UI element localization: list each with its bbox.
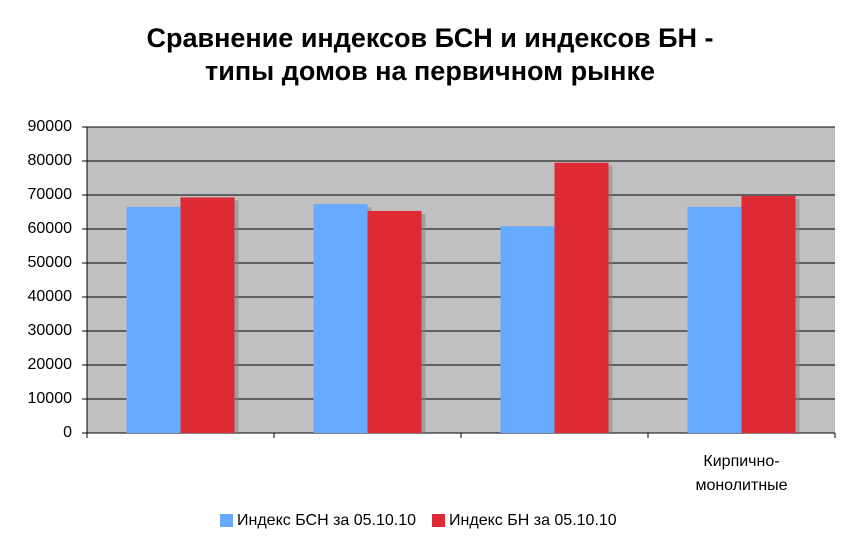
bar — [554, 162, 609, 433]
y-tick-label: 90000 — [28, 118, 73, 135]
bar — [313, 204, 368, 433]
bar — [687, 206, 742, 433]
legend-swatch — [432, 514, 446, 527]
y-tick-label: 50000 — [28, 254, 73, 271]
bar — [741, 196, 796, 433]
bar — [126, 206, 181, 433]
x-tick-label-line: Кирпично- — [703, 453, 779, 470]
y-tick-label: 70000 — [28, 186, 73, 203]
bar — [367, 210, 422, 433]
y-tick-label: 30000 — [28, 322, 73, 339]
bar — [500, 226, 555, 433]
legend-label: Индекс БСН за 05.10.10 — [237, 512, 416, 529]
chart-title: типы домов на первичном рынке — [205, 56, 655, 86]
y-tick-label: 20000 — [28, 356, 73, 373]
y-tick-label: 10000 — [28, 390, 73, 407]
legend-label: Индекс БН за 05.10.10 — [449, 512, 617, 529]
legend-swatch — [220, 514, 233, 527]
chart-title: Сравнение индексов БСН и индексов БН - — [146, 23, 713, 53]
bar — [180, 197, 235, 433]
x-tick-label-line: монолитные — [695, 477, 787, 494]
x-tick-label: Кирпично-монолитные — [695, 453, 787, 494]
y-tick-label: 0 — [63, 424, 72, 441]
y-tick-label: 80000 — [28, 152, 73, 169]
y-tick-label: 60000 — [28, 220, 73, 237]
y-tick-label: 40000 — [28, 288, 73, 305]
